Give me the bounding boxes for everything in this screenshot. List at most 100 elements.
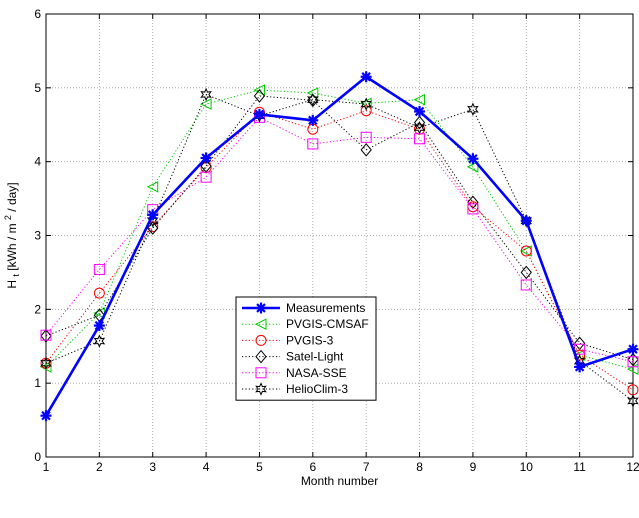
data-point-pvgis-3 xyxy=(520,245,532,257)
series-nasa-sse xyxy=(40,111,639,368)
legend-label: NASA-SSE xyxy=(286,366,347,380)
data-point-pvgis-3 xyxy=(93,287,105,299)
data-point-nasa-sse xyxy=(93,263,105,275)
data-point-pvgis-cmsaf xyxy=(306,87,319,99)
legend-label: HelioClim-3 xyxy=(286,382,348,396)
series-measurements xyxy=(40,71,639,422)
x-tick-label: 11 xyxy=(573,460,586,474)
series-line-measurements xyxy=(44,75,634,417)
data-point-pvgis-cmsaf xyxy=(413,93,426,106)
legend-item-measurements: Measurements xyxy=(242,301,365,315)
legend-item-helioclim-3: HelioClim-3 xyxy=(242,382,348,396)
data-point-measurements xyxy=(520,215,532,227)
data-point-measurements xyxy=(574,361,586,373)
data-point-satel-light xyxy=(520,265,532,280)
series-line-helioclim-3 xyxy=(45,93,634,402)
y-tick-label: 0 xyxy=(34,450,41,464)
data-point-measurements xyxy=(200,152,212,164)
data-point-nasa-sse xyxy=(200,171,212,183)
y-tick-label: 1 xyxy=(34,376,41,390)
data-point-satel-light xyxy=(40,329,52,343)
legend-marker xyxy=(255,367,267,379)
data-point-measurements xyxy=(147,209,159,221)
x-tick-label: 12 xyxy=(626,460,639,474)
data-point-nasa-sse xyxy=(574,343,586,355)
data-point-measurements xyxy=(40,410,52,422)
data-point-pvgis-cmsaf xyxy=(199,98,212,110)
legend-label: Satel-Light xyxy=(286,350,344,364)
data-point-pvgis-cmsaf xyxy=(146,180,159,193)
data-point-measurements xyxy=(307,114,319,126)
legend-marker xyxy=(255,334,267,346)
data-point-measurements xyxy=(360,71,372,83)
data-point-helioclim-3 xyxy=(93,334,106,348)
legend: Measurements PVGIS-CMSAF PVGIS-3 Satel-Ligh… xyxy=(235,296,377,401)
data-point-nasa-sse xyxy=(520,279,532,291)
x-tick-label: 2 xyxy=(96,460,103,474)
data-point-helioclim-3 xyxy=(360,97,372,111)
x-tick-label: 10 xyxy=(520,460,534,474)
legend-item-pvgis-3: PVGIS-3 xyxy=(242,333,334,347)
data-point-satel-light xyxy=(147,221,159,235)
y-axis-label-sup: 2 xyxy=(3,215,13,220)
data-point-nasa-sse xyxy=(40,329,52,341)
x-tick-label: 5 xyxy=(256,460,263,474)
legend-marker xyxy=(255,382,267,396)
data-point-measurements xyxy=(467,153,479,165)
y-tick-label: 6 xyxy=(34,7,41,21)
y-tick-label: 4 xyxy=(34,155,41,169)
x-tick-label: 9 xyxy=(470,460,477,474)
x-tick-label: 8 xyxy=(416,460,423,474)
x-tick-label: 1 xyxy=(43,460,50,474)
data-point-helioclim-3 xyxy=(40,356,52,370)
data-point-measurements xyxy=(93,320,105,332)
y-axis-label: H t [kWh / m 2 / day] xyxy=(0,182,22,288)
data-point-pvgis-cmsaf xyxy=(466,161,479,173)
x-tick-label: 3 xyxy=(149,460,156,474)
x-tick-label: 4 xyxy=(203,460,210,474)
data-point-helioclim-3 xyxy=(146,214,159,228)
y-axis-label-middle: [kWh / m xyxy=(5,223,19,270)
data-point-nasa-sse xyxy=(307,138,319,150)
data-point-satel-light xyxy=(627,352,639,367)
x-tick-label: 7 xyxy=(363,460,370,474)
data-point-pvgis-cmsaf xyxy=(253,84,265,96)
data-point-pvgis-3 xyxy=(360,105,372,117)
data-point-satel-light xyxy=(360,143,372,157)
y-tick-label: 2 xyxy=(34,302,41,316)
series-line-satel-light xyxy=(45,95,634,361)
y-tick-label: 3 xyxy=(34,229,41,243)
data-point-nasa-sse xyxy=(467,203,479,215)
data-point-measurements xyxy=(253,108,265,120)
legend-item-pvgis-cmsaf: PVGIS-CMSAF xyxy=(242,317,369,331)
data-point-helioclim-3 xyxy=(467,102,479,116)
legend-marker xyxy=(254,318,267,331)
data-point-helioclim-3 xyxy=(253,109,266,123)
series-group xyxy=(39,71,639,422)
y-axis-label-suffix: / day] xyxy=(5,182,19,211)
data-point-measurements xyxy=(627,343,639,355)
y-axis-label-prefix: H xyxy=(5,280,19,289)
data-point-measurements xyxy=(414,105,426,117)
data-point-helioclim-3 xyxy=(200,87,212,102)
data-point-satel-light xyxy=(413,115,426,130)
data-point-helioclim-3 xyxy=(413,120,426,135)
data-point-nasa-sse xyxy=(627,356,639,368)
legend-label: PVGIS-3 xyxy=(286,333,334,347)
legend-marker xyxy=(255,302,267,314)
legend-item-satel-light: Satel-Light xyxy=(242,350,344,364)
data-point-helioclim-3 xyxy=(627,394,639,408)
y-axis-label-sub: t xyxy=(11,274,21,277)
legend-box xyxy=(235,296,377,401)
x-axis-label: Month number xyxy=(301,474,378,488)
data-point-helioclim-3 xyxy=(307,92,319,107)
y-tick-label: 5 xyxy=(34,81,41,95)
data-point-nasa-sse xyxy=(360,131,372,143)
legend-marker xyxy=(255,349,267,364)
data-point-satel-light xyxy=(253,89,266,103)
legend-item-nasa-sse: NASA-SSE xyxy=(242,366,347,380)
legend-label: Measurements xyxy=(286,301,365,315)
